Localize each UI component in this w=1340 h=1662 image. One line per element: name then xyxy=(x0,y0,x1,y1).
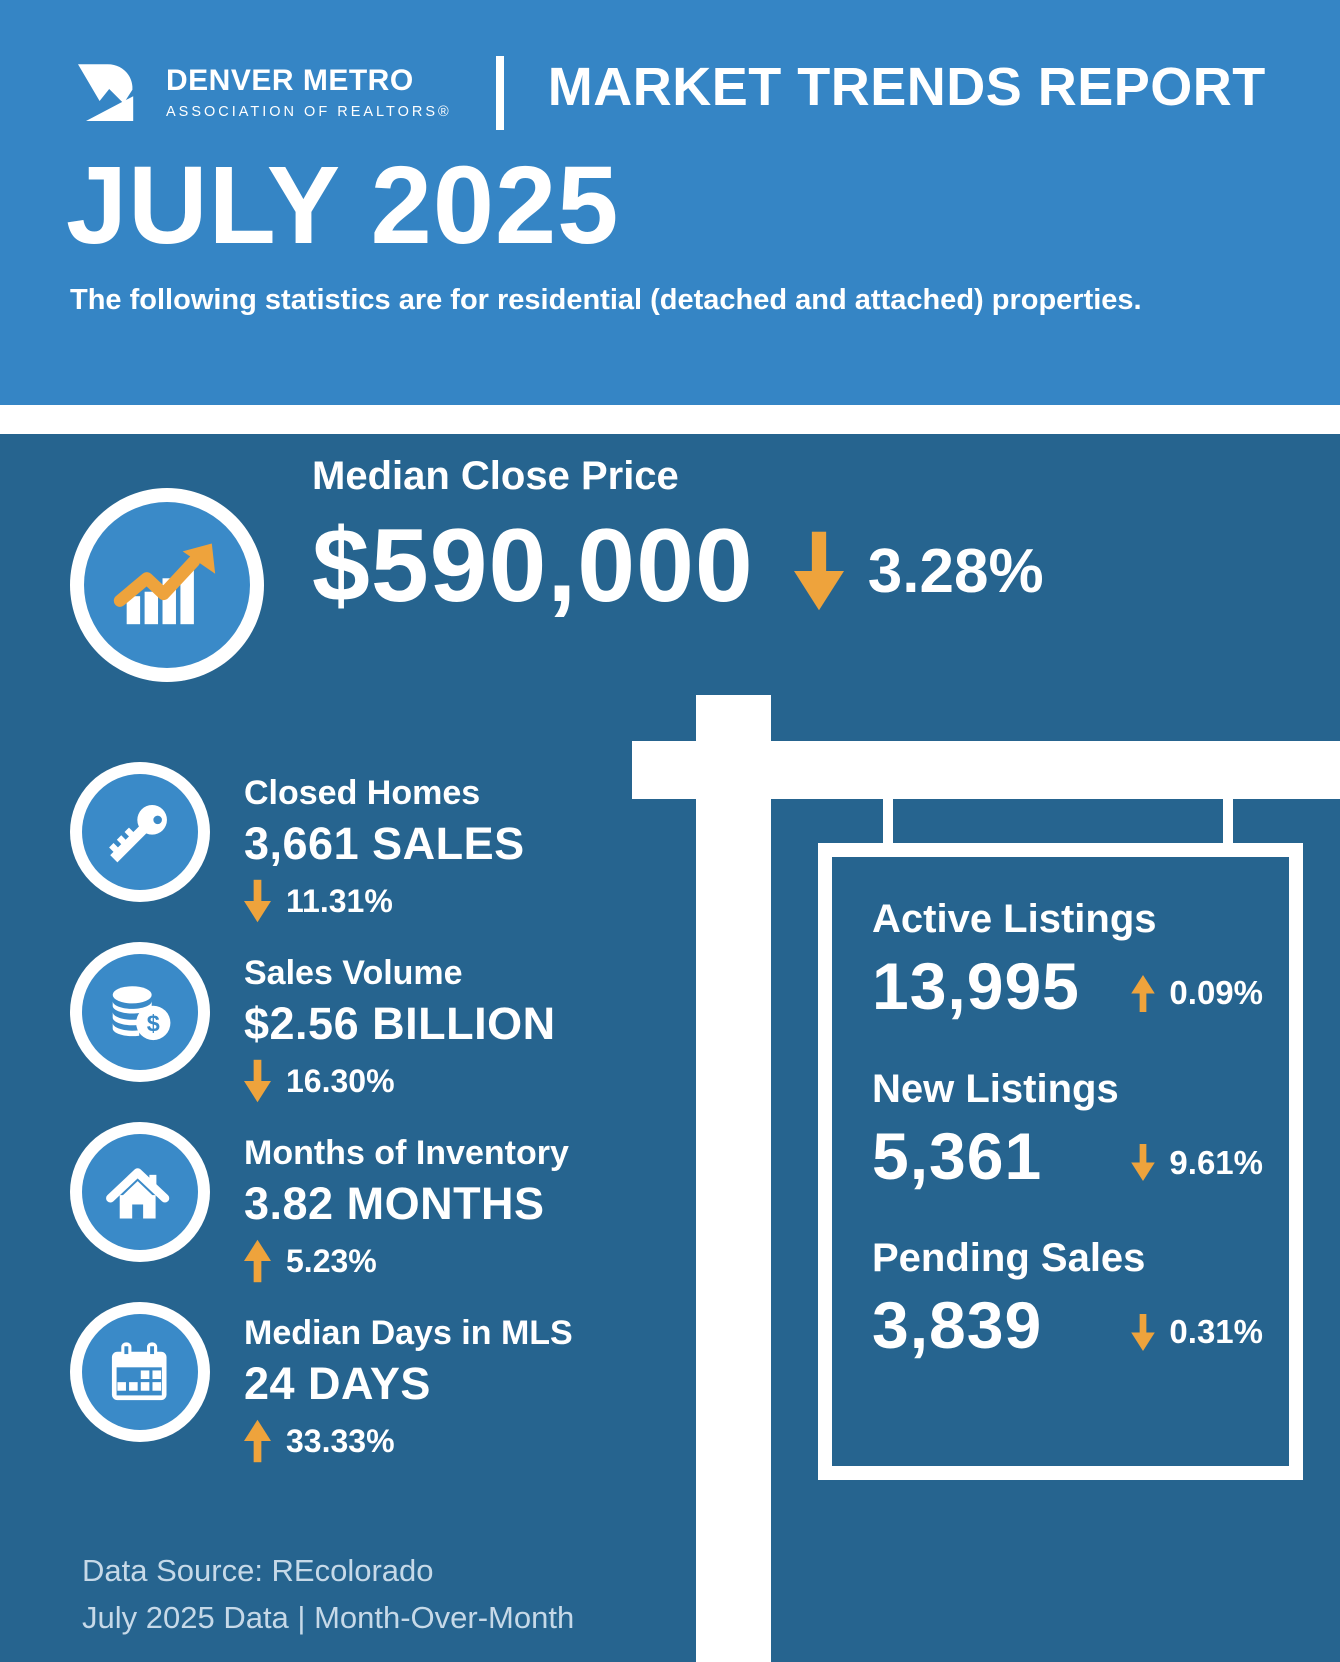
down-arrow-icon xyxy=(244,1059,271,1103)
report-title: MARKET TRENDS REPORT xyxy=(547,57,1266,117)
listing-sign-panel: Active Listings 13,995 0.09% New Listing… xyxy=(832,857,1289,1466)
signpost-vertical xyxy=(696,695,771,1662)
sign-pending-sales: Pending Sales 3,839 0.31% xyxy=(872,1236,1263,1362)
stat-percent: 33.33% xyxy=(286,1422,395,1459)
stat-label: Closed Homes xyxy=(244,774,481,812)
sign-value: 5,361 xyxy=(872,1118,1043,1193)
stat-value: $2.56 BILLION xyxy=(244,998,556,1049)
sign-label: Pending Sales xyxy=(872,1236,1146,1281)
stat-percent: 5.23% xyxy=(286,1242,377,1279)
stats-column: Closed Homes 3,661 SALES 11.31% xyxy=(70,762,573,1482)
stat-percent: 16.30% xyxy=(286,1062,395,1099)
stat-label: Months of Inventory xyxy=(244,1134,569,1172)
up-arrow-icon xyxy=(244,1419,271,1463)
sign-value: 13,995 xyxy=(872,949,1080,1023)
brand-row: DENVER METRO ASSOCIATION OF REALTORS® MA… xyxy=(70,54,1266,140)
coins-icon: $ xyxy=(112,986,171,1041)
data-source-footer: Data Source: REcolorado July 2025 Data |… xyxy=(82,1548,574,1641)
footer-line1: Data Source: REcolorado xyxy=(82,1553,434,1588)
dmar-logo-icon xyxy=(78,64,134,121)
divider-stripe xyxy=(0,405,1340,434)
sign-hanger-right xyxy=(1223,799,1233,843)
sign-hanger-left xyxy=(883,799,893,843)
header-subtitle: The following statistics are for residen… xyxy=(70,284,1142,316)
stat-percent: 11.31% xyxy=(286,882,393,919)
median-close-price-block: Median Close Price $590,000 3.28% xyxy=(70,454,1044,682)
brand-name: DENVER METRO xyxy=(166,64,414,97)
down-arrow-icon xyxy=(793,531,844,611)
body-band: Median Close Price $590,000 3.28% xyxy=(0,434,1340,1662)
stat-sales-volume: $ Sales Volume $2.56 BILLION 16.30% xyxy=(70,942,573,1103)
calendar-icon xyxy=(111,1342,167,1401)
house-icon xyxy=(106,1168,170,1219)
sign-label: New Listings xyxy=(872,1066,1119,1111)
stat-median-days-in-mls: Median Days in MLS 24 DAYS 33.33% xyxy=(70,1302,573,1463)
stat-value: 3,661 SALES xyxy=(244,818,525,869)
signpost-crossbar xyxy=(632,741,1340,799)
down-arrow-icon xyxy=(244,879,271,923)
month-title: JULY 2025 xyxy=(66,144,620,267)
hero-text: Median Close Price $590,000 3.28% xyxy=(312,454,1044,631)
key-icon xyxy=(109,805,167,863)
listing-sign-board: Active Listings 13,995 0.09% New Listing… xyxy=(818,843,1303,1480)
sign-active-listings: Active Listings 13,995 0.09% xyxy=(872,897,1263,1023)
sign-new-listings: New Listings 5,361 9.61% xyxy=(872,1067,1263,1193)
sign-label: Active Listings xyxy=(872,897,1157,941)
hero-label: Median Close Price xyxy=(312,454,679,498)
stat-value: 3.82 MONTHS xyxy=(244,1178,545,1229)
up-arrow-icon xyxy=(244,1239,271,1283)
hero-icon-circle xyxy=(70,488,264,682)
sign-percent: 0.09% xyxy=(1169,974,1263,1012)
hero-change: 3.28% xyxy=(793,520,1044,612)
stat-closed-homes: Closed Homes 3,661 SALES 11.31% xyxy=(70,762,573,923)
stat-months-of-inventory: Months of Inventory 3.82 MONTHS 5.23% xyxy=(70,1122,573,1283)
down-arrow-icon xyxy=(1131,1313,1156,1351)
sign-percent: 0.31% xyxy=(1169,1313,1263,1351)
header-band: DENVER METRO ASSOCIATION OF REALTORS® MA… xyxy=(0,0,1340,405)
stat-label: Median Days in MLS xyxy=(244,1314,573,1352)
trend-chart-icon xyxy=(113,543,216,625)
brand-separator xyxy=(495,56,504,130)
footer-line2: July 2025 Data | Month-Over-Month xyxy=(82,1599,575,1635)
brand-subname: ASSOCIATION OF REALTORS® xyxy=(166,104,452,120)
down-arrow-icon xyxy=(1131,1144,1156,1182)
svg-text:$: $ xyxy=(147,1011,160,1037)
stat-value: 24 DAYS xyxy=(244,1358,431,1409)
hero-percent: 3.28% xyxy=(867,536,1044,606)
up-arrow-icon xyxy=(1131,974,1156,1012)
sign-value: 3,839 xyxy=(872,1288,1043,1363)
hero-value: $590,000 xyxy=(312,508,754,624)
brand-text: DENVER METRO ASSOCIATION OF REALTORS® xyxy=(166,54,452,120)
sign-percent: 9.61% xyxy=(1169,1143,1263,1181)
stat-label: Sales Volume xyxy=(244,954,463,992)
